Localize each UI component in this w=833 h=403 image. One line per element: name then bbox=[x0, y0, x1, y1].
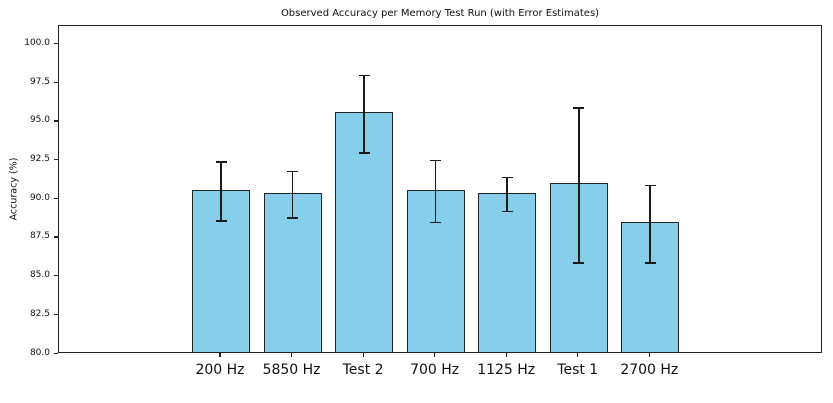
x-tick-mark bbox=[434, 353, 436, 357]
error-bar-line bbox=[506, 177, 509, 212]
error-bar-cap-bottom bbox=[287, 216, 299, 219]
error-bar-cap-top bbox=[573, 107, 585, 109]
error-bar-cap-top bbox=[430, 159, 442, 162]
x-tick-label: 1125 Hz bbox=[477, 362, 536, 378]
error-bar-cap-bottom bbox=[644, 261, 656, 264]
y-tick-label: 92.5 bbox=[29, 154, 50, 165]
error-bar-cap-top bbox=[501, 176, 513, 179]
x-tick-label: Test 1 bbox=[557, 362, 599, 378]
x-tick-mark bbox=[219, 353, 221, 357]
y-tick-label: 85.0 bbox=[29, 270, 50, 281]
error-bar-line bbox=[434, 160, 437, 223]
x-tick-mark bbox=[290, 353, 293, 357]
y-axis-label: Accuracy (%) bbox=[8, 157, 20, 221]
error-bar-cap-bottom bbox=[215, 220, 227, 222]
y-tick-mark bbox=[53, 159, 58, 161]
y-tick-label: 80.0 bbox=[29, 347, 50, 358]
y-tick-label: 90.0 bbox=[29, 192, 50, 203]
x-tick-mark bbox=[577, 353, 579, 357]
y-tick-mark bbox=[53, 275, 58, 277]
error-bar-cap-bottom bbox=[573, 261, 585, 264]
y-tick-mark bbox=[53, 313, 58, 315]
y-tick-mark bbox=[53, 197, 58, 199]
chart-title: Observed Accuracy per Memory Test Run (w… bbox=[280, 8, 600, 19]
x-tick-mark bbox=[648, 353, 650, 357]
error-bar-cap-top bbox=[215, 161, 227, 163]
bar bbox=[263, 192, 322, 352]
x-tick-label: 2700 Hz bbox=[620, 362, 679, 378]
error-bar-cap-bottom bbox=[501, 210, 513, 213]
error-bar-line bbox=[363, 75, 365, 153]
y-tick-label: 82.5 bbox=[29, 308, 50, 319]
y-tick-label: 87.5 bbox=[29, 231, 50, 242]
y-tick-label: 97.5 bbox=[29, 76, 50, 87]
error-bar-cap-top bbox=[644, 184, 656, 187]
bar bbox=[478, 192, 537, 352]
y-tick-label: 95.0 bbox=[29, 115, 50, 126]
error-bar-line bbox=[220, 162, 222, 221]
error-bar-cap-top bbox=[358, 74, 370, 77]
error-bar-line bbox=[577, 108, 580, 263]
y-tick-mark bbox=[53, 236, 58, 238]
y-tick-label: 100.0 bbox=[24, 38, 50, 49]
error-bar-cap-top bbox=[287, 170, 299, 173]
y-tick-mark bbox=[53, 352, 58, 354]
x-tick-label: Test 2 bbox=[342, 362, 384, 378]
plot-area bbox=[58, 25, 822, 353]
y-tick-mark bbox=[53, 120, 58, 122]
x-tick-mark bbox=[362, 353, 364, 357]
error-bar-cap-bottom bbox=[358, 152, 370, 154]
x-tick-label: 200 Hz bbox=[195, 362, 245, 378]
x-tick-mark bbox=[505, 353, 507, 357]
error-bar-line bbox=[291, 171, 294, 218]
x-tick-label: 5850 Hz bbox=[262, 362, 321, 378]
error-bar-cap-bottom bbox=[430, 221, 442, 224]
x-tick-label: 700 Hz bbox=[410, 362, 460, 378]
y-tick-mark bbox=[53, 81, 58, 83]
y-tick-mark bbox=[53, 43, 58, 45]
error-bar-line bbox=[649, 185, 652, 263]
